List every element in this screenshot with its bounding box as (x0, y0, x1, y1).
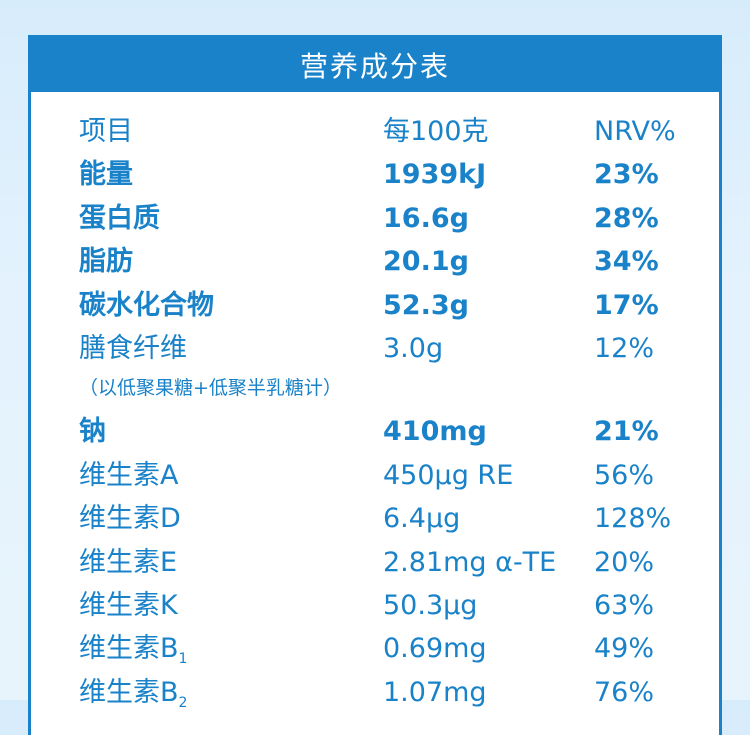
nutrient-amount: 0.69mg (383, 633, 487, 665)
nutrient-name-wrapper: 维生素B2 (79, 671, 187, 719)
nutrient-nrv: 28% (594, 202, 659, 234)
nutrient-name: 蛋白质 (79, 202, 160, 234)
nutrient-nrv: 63% (594, 589, 655, 621)
nutrient-amount: 410mg (383, 416, 487, 448)
column-header-row: 项目 每100克 NRV% (79, 110, 699, 153)
nutrient-nrv: 128% (594, 503, 672, 535)
fiber-note-row: （以低聚果糖+低聚半乳糖计） (79, 370, 699, 410)
nutrient-name: 维生素D (79, 503, 181, 535)
nutrient-amount: 52.3g (383, 289, 469, 321)
nutrient-row-vitamin-d: 维生素D 6.4μg 128% (79, 497, 699, 540)
nutrient-amount: 20.1g (383, 246, 469, 278)
nutrition-facts-card: 营养成分表 项目 每100克 NRV% 能量 1939kJ 23% 蛋白质 16… (28, 35, 722, 735)
nutrient-name: 脂肪 (79, 246, 133, 278)
nutrient-amount: 1.07mg (383, 676, 487, 708)
nutrient-amount: 6.4μg (383, 503, 461, 535)
nutrient-amount: 1939kJ (383, 159, 487, 191)
nutrient-row-vitamin-k: 维生素K 50.3μg 63% (79, 584, 699, 627)
nutrition-table: 项目 每100克 NRV% 能量 1939kJ 23% 蛋白质 16.6g 28… (79, 110, 699, 714)
nutrient-nrv: 21% (594, 416, 659, 448)
nutrient-nrv: 76% (594, 676, 655, 708)
nutrient-amount: 450μg RE (383, 459, 514, 491)
nutrient-name: 维生素B (79, 633, 179, 665)
nutrient-name: 能量 (79, 159, 133, 191)
nutrient-row-vitamin-b2: 维生素B2 1.07mg 76% (79, 671, 699, 714)
nutrition-table-header: 营养成分表 (31, 38, 719, 92)
nutrient-row-protein: 蛋白质 16.6g 28% (79, 197, 699, 240)
nutrient-name: 维生素A (79, 459, 179, 491)
nutrient-row-carbohydrate: 碳水化合物 52.3g 17% (79, 284, 699, 327)
nutrient-name: 碳水化合物 (79, 289, 214, 321)
nutrient-nrv: 17% (594, 289, 659, 321)
nutrient-row-fat: 脂肪 20.1g 34% (79, 240, 699, 283)
fiber-note: （以低聚果糖+低聚半乳糖计） (79, 377, 342, 400)
nutrient-nrv: 49% (594, 633, 655, 665)
nutrient-subscript: 2 (178, 694, 188, 711)
nutrient-row-vitamin-a: 维生素A 450μg RE 56% (79, 454, 699, 497)
column-header-item: 项目 (79, 116, 133, 147)
nutrient-nrv: 56% (594, 459, 655, 491)
column-header-per100: 每100克 (383, 116, 489, 147)
nutrient-nrv: 20% (594, 546, 655, 578)
nutrient-amount: 16.6g (383, 202, 469, 234)
nutrient-row-sodium: 钠 410mg 21% (79, 410, 699, 453)
nutrient-nrv: 12% (594, 332, 655, 364)
nutrient-name: 钠 (79, 416, 106, 448)
nutrient-nrv: 23% (594, 159, 659, 191)
nutrient-row-vitamin-b1: 维生素B1 0.69mg 49% (79, 627, 699, 670)
nutrient-name: 维生素E (79, 546, 178, 578)
column-header-nrv: NRV% (594, 116, 676, 147)
nutrition-table-title: 营养成分表 (299, 50, 450, 83)
nutrient-row-vitamin-e: 维生素E 2.81mg α-TE 20% (79, 541, 699, 584)
nutrient-name-wrapper: 维生素B1 (79, 627, 187, 675)
nutrient-amount: 2.81mg α-TE (383, 546, 557, 578)
nutrient-row-energy: 能量 1939kJ 23% (79, 153, 699, 196)
nutrient-nrv: 34% (594, 246, 659, 278)
nutrient-row-dietary-fiber: 膳食纤维 3.0g 12% (79, 327, 699, 370)
nutrient-name: 膳食纤维 (79, 332, 187, 364)
nutrient-amount: 3.0g (383, 332, 444, 364)
nutrient-name: 维生素B (79, 676, 179, 708)
nutrient-name: 维生素K (79, 589, 178, 621)
nutrient-amount: 50.3μg (383, 589, 478, 621)
nutrient-subscript: 1 (178, 651, 188, 668)
